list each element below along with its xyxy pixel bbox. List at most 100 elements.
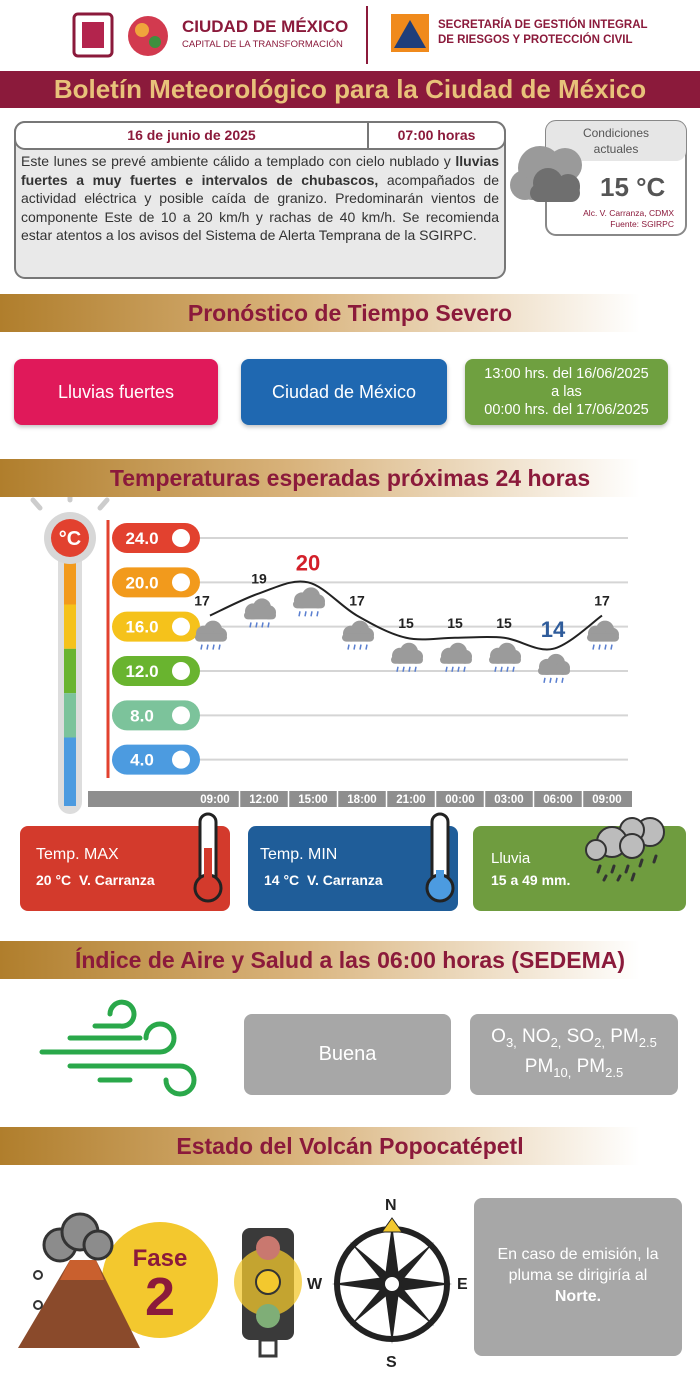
x-tick-label: 15:00 <box>298 794 327 806</box>
rain-drop <box>365 644 368 650</box>
text-bold: Norte. <box>554 1288 602 1305</box>
rain-drop <box>592 644 595 650</box>
rain-drop <box>353 644 356 650</box>
current-label: actuales <box>593 142 639 156</box>
thermometer-level <box>436 870 444 884</box>
rain-drop <box>218 644 221 650</box>
pollutant-sub: 2.5 <box>638 1034 657 1050</box>
pollutant: PM <box>524 1055 554 1077</box>
cloud-base <box>489 655 521 664</box>
rain-drop <box>396 666 399 672</box>
light-green <box>256 1304 280 1328</box>
pollutants: O3, NO2, SO2, PM2.5 PM10, PM2.5 <box>470 1014 678 1095</box>
rain-drop <box>463 666 466 672</box>
unit-label: °C <box>59 528 81 550</box>
rain-drop <box>261 622 264 628</box>
volcano <box>18 1260 140 1348</box>
agency-line: DE RIESGOS Y PROTECCIÓN CIVIL <box>438 34 633 46</box>
rain-drop <box>304 611 307 617</box>
pollutants-line: PM10, PM2.5 <box>525 1055 623 1085</box>
rain-drop <box>414 666 417 672</box>
data-label: 15 <box>496 615 512 631</box>
city-shield-inner <box>82 22 104 48</box>
section-heading: Estado del Volcán Popocatépetl <box>176 1133 524 1159</box>
area: Ciudad de México <box>241 359 447 425</box>
pollutants-line: O3, NO2, SO2, PM2.5 <box>491 1025 657 1055</box>
title-bar <box>0 71 700 108</box>
data-label: 19 <box>251 570 267 586</box>
thermometer-level <box>204 848 212 884</box>
thermometer-bulb <box>51 519 89 557</box>
data-label: 17 <box>349 593 365 609</box>
rain-drop <box>543 677 546 683</box>
current-label: Condiciones <box>582 126 650 140</box>
text: En caso de emisión, la pluma se dirigirí… <box>497 1246 659 1284</box>
bulletin-header <box>14 121 506 150</box>
data-label: 14 <box>541 617 566 642</box>
cloud-base <box>587 633 619 642</box>
rain-drop <box>316 611 319 617</box>
heart-logo-detail <box>135 23 149 37</box>
phase-circle <box>102 1222 218 1338</box>
bulletin-date: 16 de junio de 2025 <box>127 127 256 143</box>
cloud-base <box>244 611 276 620</box>
current-location: Alc. V. Carranza, CDMX <box>583 208 674 218</box>
current-cloud-front <box>530 168 580 202</box>
heart-logo-detail <box>149 36 161 48</box>
wind-icon <box>39 999 197 1097</box>
phase-label: Fase <box>132 1245 188 1272</box>
rain-value: 15 a 49 mm. <box>491 872 571 888</box>
rain-drop <box>267 622 270 628</box>
traffic-light-base <box>258 1338 278 1358</box>
rain-drop <box>506 666 509 672</box>
section-heading: Pronóstico de Tiempo Severo <box>187 300 513 326</box>
thermometer-segment <box>64 737 76 806</box>
compass-east: E <box>457 1276 468 1293</box>
rain-drop <box>402 666 405 672</box>
rain-drop <box>206 644 209 650</box>
rain-drop <box>310 611 313 617</box>
tick-pill-dot <box>172 617 190 636</box>
volcano-ash <box>33 1300 43 1310</box>
weather-icon <box>391 642 423 672</box>
temperature-line <box>209 580 603 651</box>
cloud-base <box>440 655 472 664</box>
tick-pill-dot <box>172 706 190 725</box>
cloud-base <box>342 633 374 642</box>
compass-arrow <box>381 1217 403 1233</box>
compass-north: N <box>385 1197 397 1214</box>
rain-drop <box>408 666 411 672</box>
pollutant: O <box>491 1025 506 1047</box>
phase-number: 2 <box>144 1267 176 1327</box>
tick-pill-dot <box>172 750 190 769</box>
thermometer-segment <box>64 693 76 738</box>
rain-label: Lluvia <box>491 850 531 867</box>
data-label: 17 <box>594 593 610 609</box>
logo-subtitle: CAPITAL DE LA TRANSFORMACIÓN <box>182 39 343 50</box>
glow-ray <box>97 497 110 511</box>
section-heading: Temperaturas esperadas próximas 24 horas <box>109 465 591 491</box>
volcano-lava <box>60 1260 104 1280</box>
x-tick-label: 09:00 <box>200 794 229 806</box>
section-bar <box>0 941 640 979</box>
data-label: 20 <box>296 550 320 575</box>
min-label: Temp. MIN <box>260 846 338 863</box>
pollutant-sub: 2, <box>550 1034 562 1050</box>
rain-drop <box>200 644 203 650</box>
section-bar <box>0 294 640 332</box>
weather-icon <box>293 587 325 617</box>
rain-drop <box>549 677 552 683</box>
rain-drop <box>249 622 252 628</box>
tick-pill-dot <box>172 573 190 592</box>
rain-drop <box>561 677 564 683</box>
air-quality: Buena <box>244 1014 451 1095</box>
current-temperature: 15 °C <box>600 172 666 202</box>
phenomenon: Lluvias fuertes <box>14 359 218 425</box>
pollutant: NO <box>516 1025 551 1047</box>
weather-icon <box>195 620 227 650</box>
weather-icon <box>587 620 619 650</box>
pollutant-sub: 2, <box>594 1034 605 1050</box>
y-tick-label: 16.0 <box>125 618 158 637</box>
